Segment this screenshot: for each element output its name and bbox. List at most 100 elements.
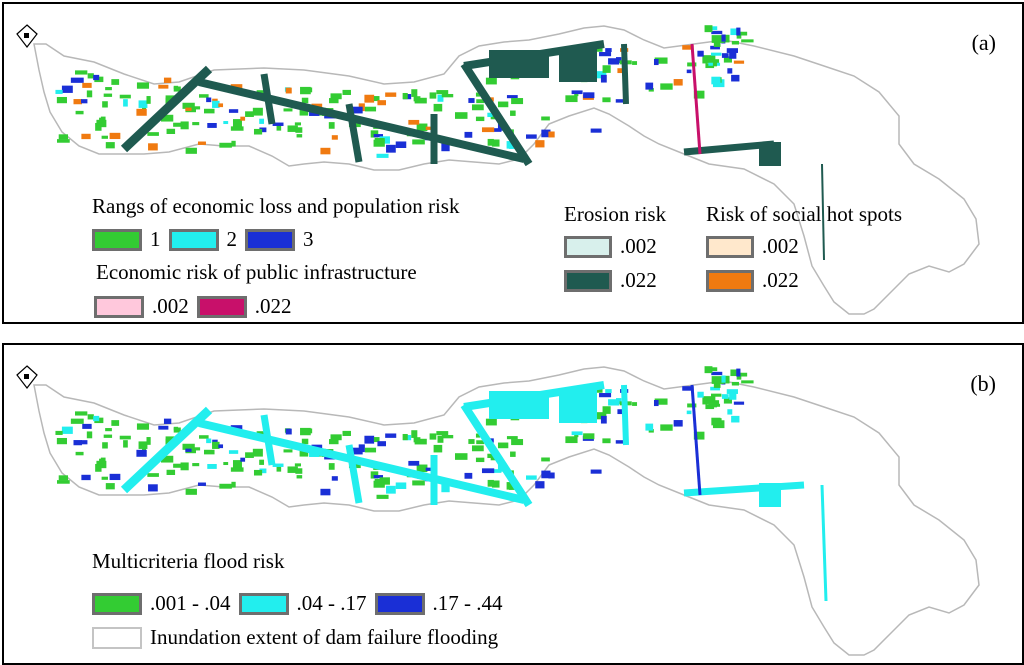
erosion-road — [198, 78, 525, 163]
building-block — [682, 386, 694, 391]
flood-road — [621, 384, 629, 446]
flood-road — [460, 402, 533, 508]
building-block — [600, 415, 607, 424]
flood-swatch-high — [374, 592, 425, 615]
building-block — [192, 106, 201, 110]
building-block — [687, 62, 697, 67]
erosion-legend-row-low: .002 — [564, 234, 657, 259]
flood-legend-label-low: .001 - .04 — [150, 591, 231, 615]
building-block — [163, 418, 172, 424]
building-block — [615, 99, 629, 103]
building-block — [471, 104, 484, 111]
building-block — [158, 425, 169, 430]
building-block — [441, 434, 454, 439]
building-block — [105, 428, 112, 432]
building-block — [99, 458, 104, 464]
building-block — [711, 371, 723, 376]
building-block — [232, 119, 242, 127]
erosion-road — [460, 61, 533, 167]
building-block — [411, 89, 418, 97]
economic-legend-title: Rangs of economic loss and population ri… — [92, 194, 460, 218]
building-block — [230, 467, 244, 472]
infrastructure-legend-item-high: .022 — [196, 294, 292, 319]
building-block — [729, 50, 737, 59]
building-block — [711, 35, 725, 43]
building-block — [632, 402, 638, 406]
building-block — [654, 398, 668, 405]
building-block — [733, 60, 745, 64]
building-block — [111, 420, 120, 426]
building-block — [232, 460, 242, 468]
building-block — [590, 128, 602, 133]
building-block — [259, 118, 265, 124]
building-block — [693, 90, 705, 99]
building-block — [206, 97, 212, 103]
building-block — [682, 45, 694, 50]
social-legend-row-low: .002 — [706, 234, 799, 259]
building-block — [416, 464, 428, 473]
building-block — [541, 129, 551, 138]
building-block — [697, 50, 704, 57]
building-block — [376, 153, 389, 158]
economic-legend-item-3: 3 — [245, 227, 314, 252]
building-block — [185, 107, 192, 111]
building-block — [192, 447, 201, 451]
building-block — [730, 28, 738, 36]
building-block — [245, 452, 254, 458]
building-block — [454, 112, 468, 119]
building-block — [103, 93, 113, 97]
building-block — [86, 431, 93, 439]
building-block — [75, 451, 84, 456]
building-block — [223, 121, 229, 125]
building-block — [476, 440, 485, 445]
building-block — [436, 90, 449, 95]
building-block — [228, 450, 239, 454]
building-block — [617, 68, 627, 74]
building-block — [81, 474, 91, 481]
building-block — [605, 389, 612, 393]
building-block — [370, 471, 379, 479]
building-block — [81, 133, 91, 140]
building-block — [541, 470, 551, 479]
building-block — [364, 447, 377, 453]
building-block — [56, 437, 67, 445]
building-block — [548, 131, 555, 138]
building-block — [218, 444, 224, 449]
building-block — [711, 376, 725, 384]
building-block — [487, 138, 494, 146]
flood-legend-row: .001 - .04 .04 - .17 .17 - .44 — [92, 591, 511, 616]
building-block — [468, 439, 475, 444]
building-block — [180, 121, 189, 130]
building-block — [55, 89, 63, 94]
building-block — [240, 457, 246, 462]
building-block — [711, 30, 723, 35]
flood-legend-item-low: .001 - .04 — [92, 591, 231, 616]
building-block — [386, 144, 396, 153]
building-block — [454, 453, 468, 460]
building-block — [485, 77, 497, 85]
building-block — [541, 116, 550, 121]
building-block — [373, 437, 380, 443]
building-block — [185, 147, 197, 154]
building-block — [377, 441, 387, 447]
building-block — [301, 97, 309, 104]
building-block — [565, 436, 578, 444]
building-block — [706, 400, 720, 404]
building-block — [721, 394, 729, 399]
building-block — [93, 415, 100, 422]
erosion-road — [260, 73, 276, 125]
building-block — [414, 97, 427, 104]
building-block — [192, 122, 200, 126]
building-block — [686, 410, 692, 415]
building-block — [182, 443, 195, 450]
building-block — [259, 468, 267, 474]
building-block — [58, 475, 69, 481]
building-block — [437, 435, 444, 443]
flood-road — [198, 419, 525, 504]
building-block — [510, 451, 516, 457]
building-block — [364, 94, 375, 103]
building-block — [710, 45, 720, 50]
building-block — [526, 134, 537, 139]
building-block — [147, 132, 159, 136]
building-block — [596, 71, 607, 79]
